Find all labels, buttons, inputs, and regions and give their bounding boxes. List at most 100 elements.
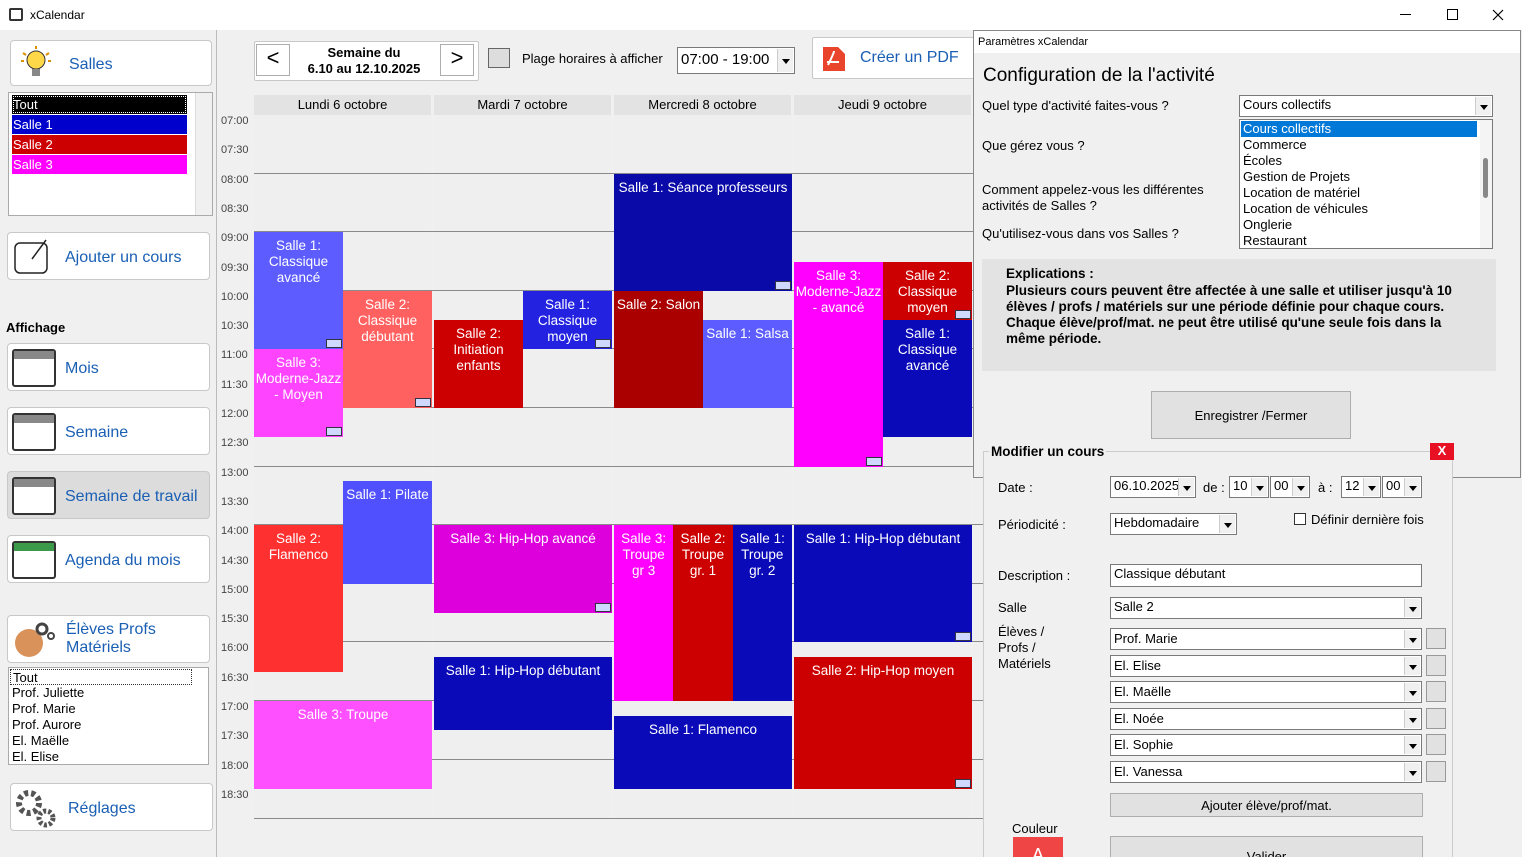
event-label: Salle 2: Salon (616, 296, 701, 312)
event[interactable]: Salle 1: Troupe gr. 2 (732, 525, 792, 701)
event[interactable]: Salle 3: Troupe gr 3 (614, 525, 674, 701)
salles-button[interactable]: Salles (10, 40, 212, 86)
range-select[interactable]: 07:00 - 19:00 (677, 47, 795, 74)
salle-item[interactable]: Salle 1 (12, 115, 187, 134)
activity-option[interactable]: Onglerie (1243, 217, 1293, 232)
person-select[interactable]: El. Vanessa (1110, 761, 1422, 783)
pdf-button[interactable]: Créer un PDF (812, 37, 982, 79)
maximize-button[interactable] (1447, 9, 1458, 20)
person-select[interactable]: El. Elise (1110, 654, 1422, 677)
salle-item[interactable]: Salle 3 (12, 155, 187, 174)
event[interactable]: Salle 2: Initiation enfants (434, 320, 523, 408)
activity-option[interactable]: Location de véhicules (1243, 201, 1369, 216)
person-item[interactable]: El. Maëlle (12, 733, 70, 748)
scrollbar[interactable] (195, 93, 212, 215)
person-item[interactable]: Prof. Aurore (12, 717, 82, 732)
prev-week-button[interactable]: < (256, 44, 290, 76)
save-button[interactable]: Enregistrer /Fermer (1151, 391, 1351, 439)
event[interactable]: Salle 3: Troupe (254, 701, 432, 789)
view-button[interactable]: Semaine de travail (7, 471, 210, 519)
add-course-button[interactable]: Ajouter un cours (7, 232, 210, 280)
title-bar: xCalendar (0, 0, 1522, 30)
person-item[interactable]: Prof. Marie (12, 701, 76, 716)
person-select[interactable]: El. Maëlle (1110, 681, 1422, 704)
event[interactable]: Salle 1: Classique avancé (254, 232, 343, 350)
scrollbar[interactable] (1480, 120, 1492, 248)
dialog-title: Paramètres xCalendar (978, 36, 1089, 48)
person-item[interactable]: Prof. Juliette (12, 685, 85, 700)
salle-item[interactable]: Salle 2 (12, 135, 187, 154)
activity-option[interactable]: Gestion de Projets (1243, 169, 1350, 184)
resize-icon (955, 310, 971, 320)
close-button[interactable] (1492, 9, 1504, 21)
time-label: 12:00 (221, 408, 249, 420)
event[interactable]: Salle 2: Salon (614, 290, 703, 408)
event[interactable]: Salle 2: Classique moyen (883, 261, 972, 321)
add-icon (14, 239, 48, 274)
delete-button[interactable] (1426, 654, 1446, 676)
dialog-heading: Configuration de la l'activité (983, 65, 1215, 86)
view-button[interactable]: Semaine (7, 407, 210, 455)
resize-icon (415, 397, 431, 407)
color-swatch[interactable]: A (1013, 837, 1063, 857)
add-person-button[interactable]: Ajouter élève/prof/mat. (1110, 793, 1423, 817)
event[interactable]: Salle 1: Flamenco (614, 715, 792, 789)
event[interactable]: Salle 1: Séance professeurs (614, 173, 792, 291)
edit-close[interactable]: X (1430, 443, 1454, 460)
delete-button[interactable] (1426, 628, 1446, 649)
to-hour[interactable]: 12 (1341, 476, 1381, 498)
activity-option[interactable]: Location de matériel (1243, 185, 1361, 200)
event[interactable]: Salle 2: Hip-Hop moyen (794, 657, 972, 789)
event[interactable]: Salle 1: Pilate (343, 481, 432, 584)
person-select[interactable]: Prof. Marie (1110, 628, 1422, 650)
from-hour[interactable]: 10 (1229, 476, 1269, 498)
minimize-button[interactable] (1400, 14, 1411, 15)
people-list[interactable]: Tout Prof. Juliette Prof. Marie Prof. Auror… (8, 667, 209, 765)
last-time-checkbox[interactable] (1294, 513, 1306, 525)
activity-option[interactable]: Restaurant (1243, 233, 1307, 248)
event[interactable]: Salle 3: Hip-Hop avancé (434, 525, 612, 614)
view-button[interactable]: Agenda du mois (7, 535, 210, 583)
to-min[interactable]: 00 (1382, 476, 1422, 498)
settings-button[interactable]: Réglages (10, 783, 213, 831)
event[interactable]: Salle 1: Hip-Hop débutant (794, 525, 972, 643)
activity-option[interactable]: Cours collectifs (1241, 121, 1477, 137)
person-item[interactable]: Tout (10, 669, 192, 685)
delete-button[interactable] (1426, 761, 1446, 782)
event[interactable]: Salle 3: Moderne-Jazz - Moyen (254, 349, 343, 438)
time-label: 11:00 (221, 349, 248, 362)
people-button[interactable]: Élèves Profs Matériels (7, 615, 210, 663)
delete-button[interactable] (1426, 734, 1446, 756)
event[interactable]: Salle 1: Classique moyen (523, 290, 612, 350)
salle-item[interactable]: Tout (12, 95, 187, 114)
event[interactable]: Salle 2: Classique débutant (343, 290, 432, 408)
description-input[interactable]: Classique débutant (1110, 564, 1422, 587)
person-select[interactable]: El. Noée (1110, 707, 1422, 730)
activity-options[interactable]: Cours collectifs Commerce Écoles Gestion de… (1239, 119, 1493, 249)
event[interactable]: Salle 1: Salsa (703, 320, 792, 408)
scroll-thumb[interactable] (1483, 158, 1488, 198)
hour-line (254, 172, 984, 174)
event[interactable]: Salle 2: Troupe gr. 1 (673, 525, 733, 701)
delete-button[interactable] (1426, 707, 1446, 729)
activity-select[interactable]: Cours collectifs (1239, 95, 1493, 117)
salles-list[interactable]: Tout Salle 1 Salle 2 Salle 3 (8, 92, 213, 216)
date-select[interactable]: 06.10.2025 (1110, 476, 1196, 498)
activity-option[interactable]: Commerce (1243, 137, 1307, 152)
person-select[interactable]: El. Sophie (1110, 734, 1422, 757)
person-item[interactable]: El. Elise (12, 749, 59, 764)
room-select[interactable]: Salle 2 (1110, 597, 1422, 619)
delete-button[interactable] (1426, 681, 1446, 703)
tool-icon[interactable] (488, 48, 510, 68)
event[interactable]: Salle 3: Moderne-Jazz - avancé (794, 261, 883, 467)
activity-option[interactable]: Écoles (1243, 153, 1283, 168)
view-button[interactable]: Mois (7, 343, 210, 391)
event[interactable]: Salle 1: Hip-Hop débutant (434, 657, 612, 731)
event[interactable]: Salle 2: Flamenco (254, 525, 343, 672)
event[interactable]: Salle 1: Classique avancé (883, 320, 972, 438)
from-min[interactable]: 00 (1270, 476, 1310, 498)
period-select[interactable]: Hebdomadaire (1110, 513, 1237, 535)
next-week-button[interactable]: > (440, 44, 474, 76)
validate-button[interactable]: Valider (1110, 836, 1423, 857)
